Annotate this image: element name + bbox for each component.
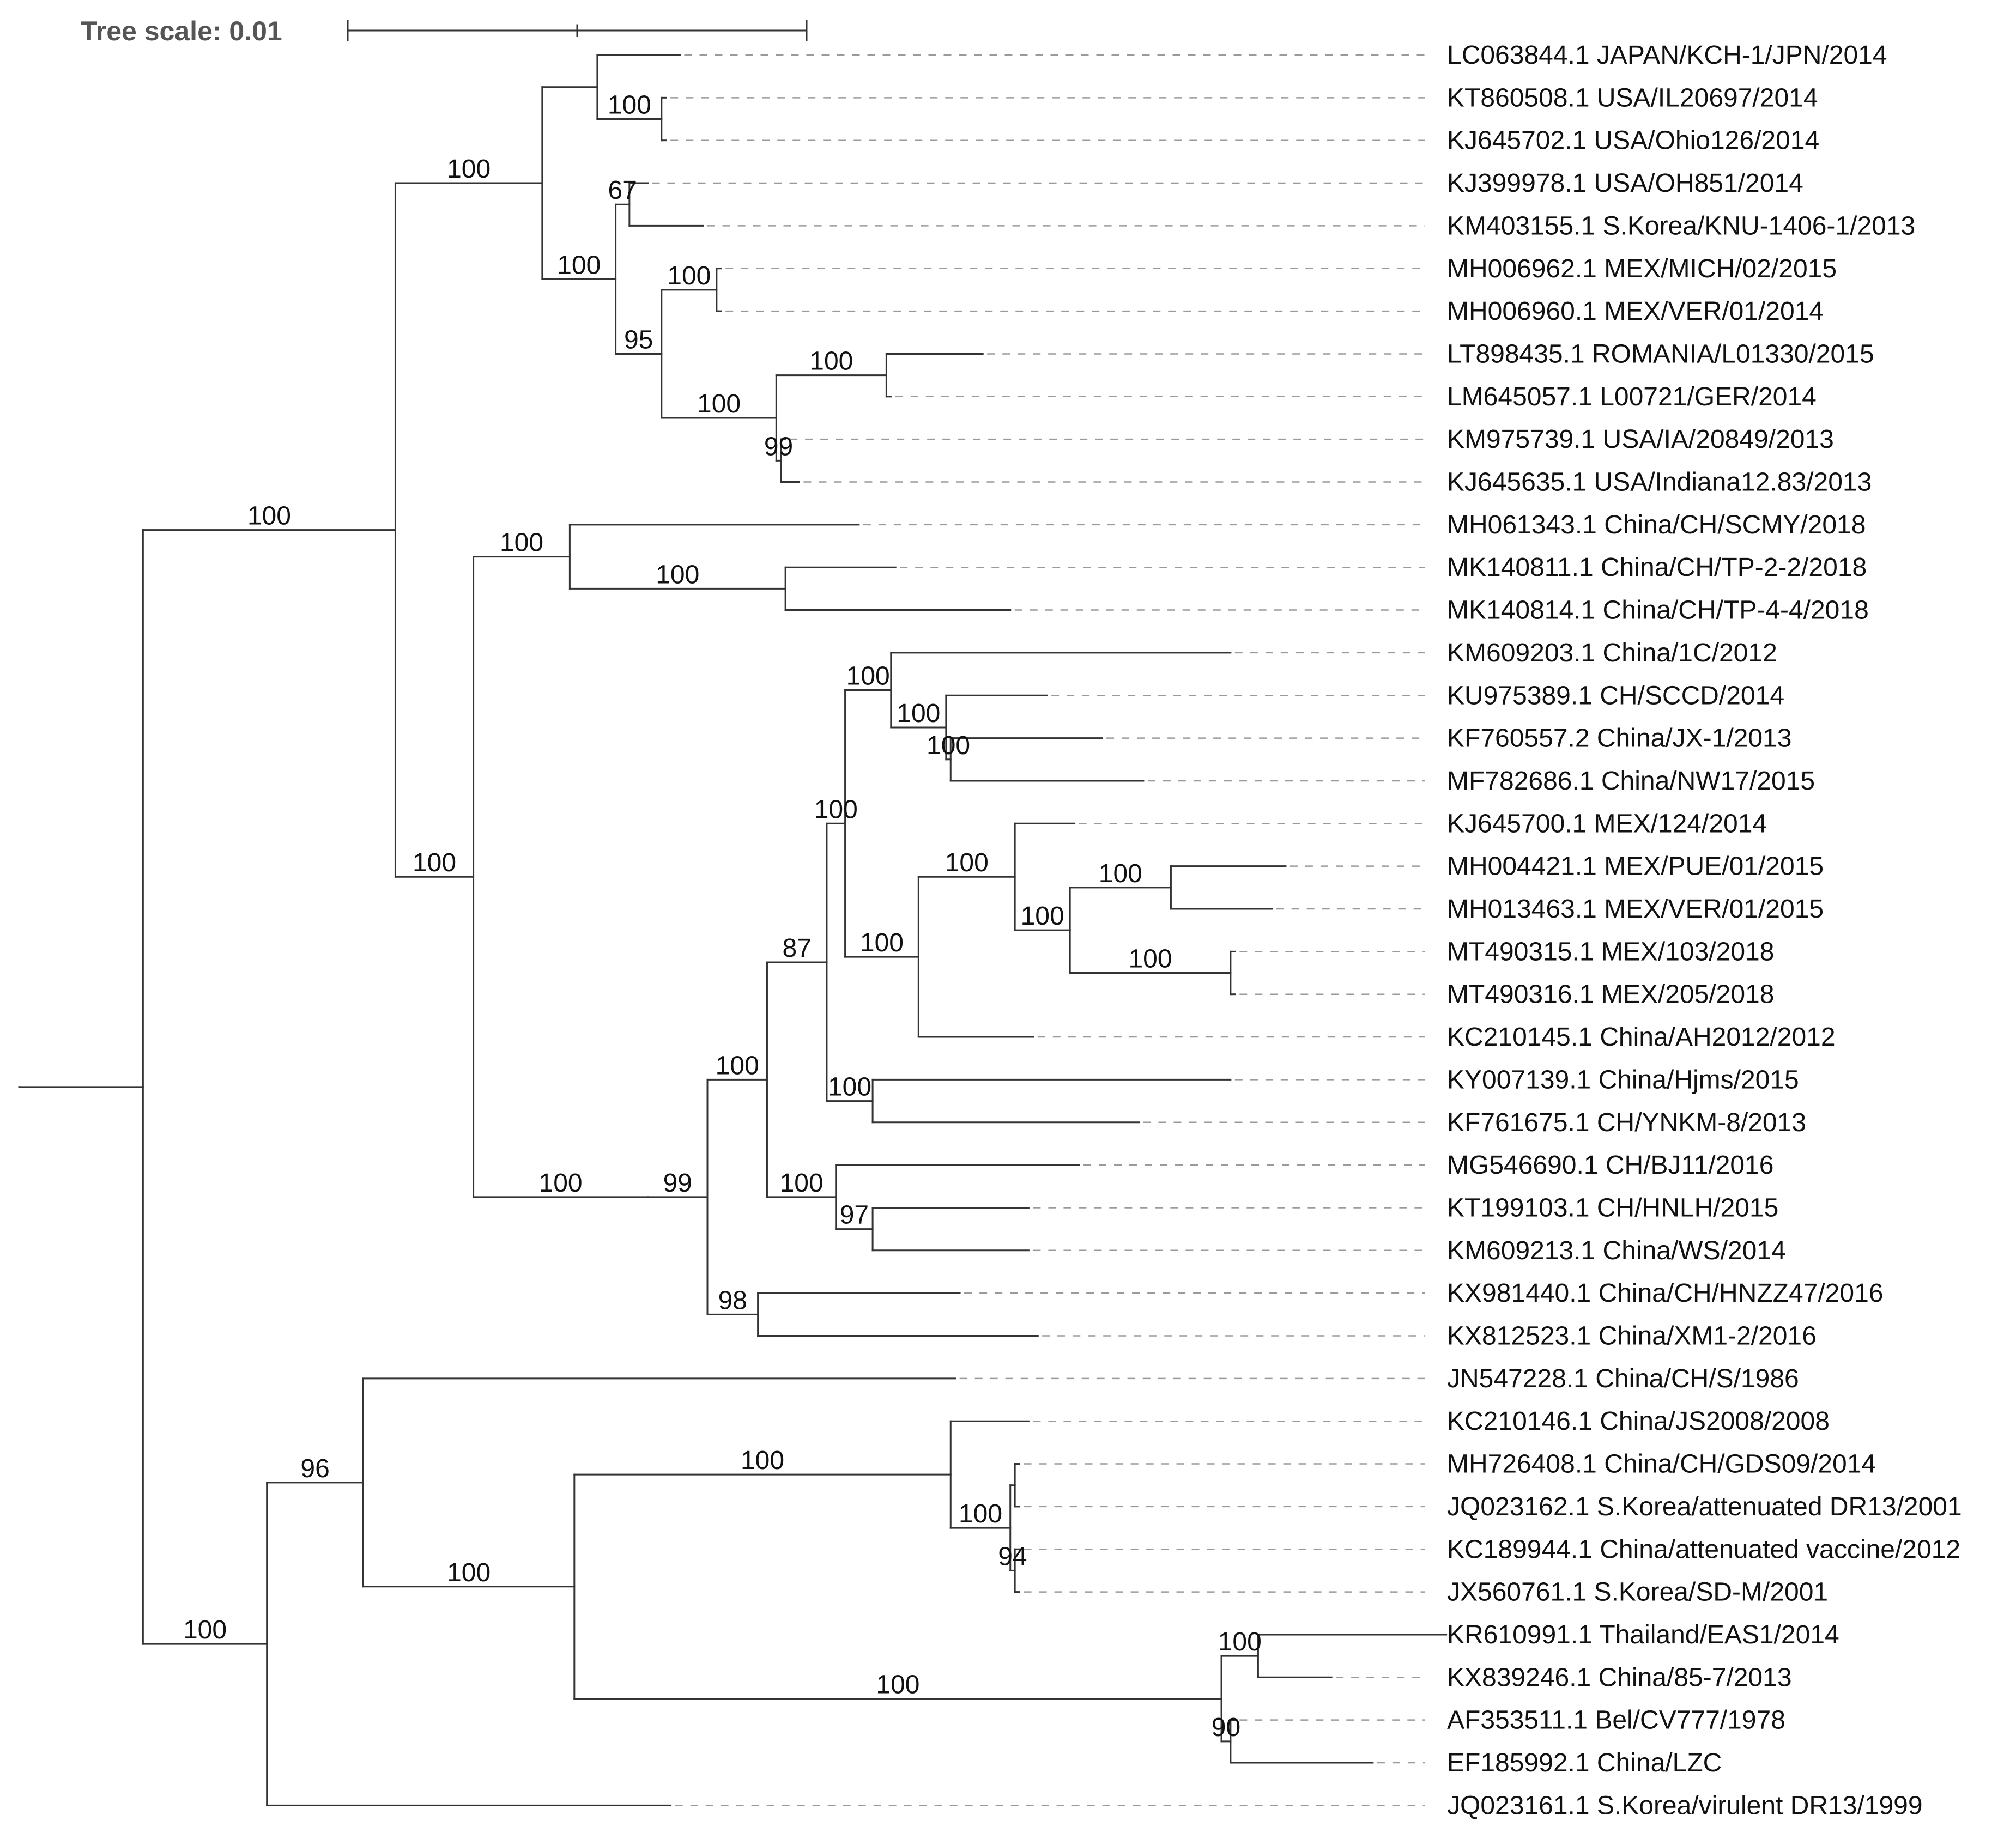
leaf-label: KC210145.1 China/AH2012/2012 <box>1447 1023 1836 1052</box>
leaf-label: KT860508.1 USA/IL20697/2014 <box>1447 83 1818 112</box>
bootstrap-value: 100 <box>656 560 699 589</box>
bootstrap-value: 100 <box>447 1558 491 1587</box>
tree-scale-bar: Tree scale: 0.01 <box>81 16 808 46</box>
leaf-label: LT898435.1 ROMANIA/L01330/2015 <box>1447 339 1874 368</box>
bootstrap-value: 67 <box>608 176 637 205</box>
leaf-label: MH061343.1 China/CH/SCMY/2018 <box>1447 511 1866 539</box>
leaf-label: MH006962.1 MEX/MICH/02/2015 <box>1447 254 1837 283</box>
leaf-label: KC189944.1 China/attenuated vaccine/2012 <box>1447 1535 1960 1564</box>
leaf-label: KF760557.2 China/JX-1/2013 <box>1447 724 1791 753</box>
bootstrap-value: 100 <box>500 529 543 557</box>
leaf-label: MF782686.1 China/NW17/2015 <box>1447 767 1815 796</box>
leaf-label: MT490315.1 MEX/103/2018 <box>1447 937 1774 966</box>
bootstrap-labels: 100 100 100 100 67 95 100 100 100 99 100 100 100 100 9… <box>183 91 1262 1742</box>
leaf-label: KM403155.1 S.Korea/KNU-1406-1/2013 <box>1447 211 1915 240</box>
bootstrap-value: 100 <box>539 1169 583 1198</box>
leaf-label: KJ645702.1 USA/Ohio126/2014 <box>1447 126 1819 155</box>
bootstrap-value: 100 <box>959 1500 1002 1528</box>
bootstrap-value: 99 <box>663 1169 692 1198</box>
bootstrap-value: 95 <box>624 325 653 354</box>
leaf-label: KM609213.1 China/WS/2014 <box>1447 1236 1786 1265</box>
leaf-label: JN547228.1 China/CH/S/1986 <box>1447 1364 1799 1393</box>
leaf-label: KT199103.1 CH/HNLH/2015 <box>1447 1193 1778 1222</box>
leaf-label: EF185992.1 China/LZC <box>1447 1749 1722 1777</box>
bootstrap-value: 100 <box>814 795 858 824</box>
leaf-label: MK140814.1 China/CH/TP-4-4/2018 <box>1447 596 1869 625</box>
leaf-label: KY007139.1 China/Hjms/2015 <box>1447 1065 1799 1094</box>
leaf-label: MK140811.1 China/CH/TP-2-2/2018 <box>1447 553 1867 582</box>
leaf-label: AF353511.1 Bel/CV777/1978 <box>1447 1706 1785 1735</box>
leaf-label: KJ645635.1 USA/Indiana12.83/2013 <box>1447 468 1872 497</box>
bootstrap-value: 98 <box>718 1286 747 1315</box>
bootstrap-value: 100 <box>876 1670 919 1699</box>
bootstrap-value: 100 <box>809 347 853 376</box>
bootstrap-value: 90 <box>1212 1713 1240 1742</box>
bootstrap-value: 100 <box>897 699 940 728</box>
bootstrap-value: 100 <box>447 155 491 184</box>
leaf-label: KM609203.1 China/1C/2012 <box>1447 639 1777 667</box>
leaf-label: KX981440.1 China/CH/HNZZ47/2016 <box>1447 1279 1883 1308</box>
bootstrap-value: 100 <box>1128 945 1172 974</box>
bootstrap-value: 100 <box>608 91 651 120</box>
bootstrap-value: 100 <box>927 731 970 760</box>
bootstrap-value: 100 <box>1218 1628 1262 1656</box>
bootstrap-value: 100 <box>1021 902 1064 931</box>
leaf-guide-lines <box>652 54 1425 1806</box>
leaf-label: MG546690.1 CH/BJ11/2016 <box>1447 1151 1773 1180</box>
bootstrap-value: 100 <box>860 928 904 957</box>
leaf-label: KM975739.1 USA/IA/20849/2013 <box>1447 425 1834 454</box>
leaf-label: KC210146.1 China/JS2008/2008 <box>1447 1407 1830 1436</box>
bootstrap-value: 100 <box>557 251 601 280</box>
leaf-label: JQ023162.1 S.Korea/attenuated DR13/2001 <box>1447 1492 1962 1521</box>
bootstrap-value: 97 <box>840 1201 869 1230</box>
leaf-labels: LC063844.1 JAPAN/KCH-1/JPN/2014 KT860508.… <box>1447 41 1962 1820</box>
bootstrap-value: 100 <box>780 1169 824 1198</box>
leaf-label: KX839246.1 China/85-7/2013 <box>1447 1663 1792 1692</box>
leaf-label: KF761675.1 CH/YNKM-8/2013 <box>1447 1108 1806 1137</box>
leaf-label: MH726408.1 China/CH/GDS09/2014 <box>1447 1450 1876 1479</box>
bootstrap-value: 87 <box>782 934 811 963</box>
bootstrap-value: 99 <box>764 432 793 461</box>
bootstrap-value: 100 <box>945 848 989 877</box>
bootstrap-value: 94 <box>998 1542 1027 1571</box>
tree-branches <box>18 54 1448 1806</box>
leaf-label: LM645057.1 L00721/GER/2014 <box>1447 383 1817 411</box>
bootstrap-value: 100 <box>667 262 711 290</box>
bootstrap-value: 100 <box>1099 859 1142 888</box>
bootstrap-value: 100 <box>741 1446 784 1475</box>
bootstrap-value: 100 <box>828 1073 871 1102</box>
leaf-label: JQ023161.1 S.Korea/virulent DR13/1999 <box>1447 1791 1923 1820</box>
bootstrap-value: 100 <box>846 661 890 690</box>
leaf-label: MT490316.1 MEX/205/2018 <box>1447 980 1774 1009</box>
leaf-label: KX812523.1 China/XM1-2/2016 <box>1447 1322 1817 1351</box>
leaf-label: KJ645700.1 MEX/124/2014 <box>1447 809 1767 838</box>
leaf-label: KU975389.1 CH/SCCD/2014 <box>1447 681 1784 710</box>
leaf-label: JX560761.1 S.Korea/SD-M/2001 <box>1447 1578 1828 1607</box>
leaf-label: MH006960.1 MEX/VER/01/2014 <box>1447 297 1824 326</box>
bootstrap-value: 100 <box>716 1051 759 1080</box>
tree-scale-label: Tree scale: 0.01 <box>81 16 282 46</box>
leaf-label: KR610991.1 Thailand/EAS1/2014 <box>1447 1620 1839 1649</box>
bootstrap-value: 100 <box>413 848 456 877</box>
bootstrap-value: 100 <box>247 502 291 531</box>
bootstrap-value: 100 <box>183 1616 227 1644</box>
bootstrap-value: 100 <box>697 390 741 418</box>
leaf-label: KJ399978.1 USA/OH851/2014 <box>1447 169 1803 198</box>
leaf-label: LC063844.1 JAPAN/KCH-1/JPN/2014 <box>1447 41 1887 70</box>
leaf-label: MH013463.1 MEX/VER/01/2015 <box>1447 895 1824 924</box>
bootstrap-value: 96 <box>300 1454 329 1483</box>
leaf-label: MH004421.1 MEX/PUE/01/2015 <box>1447 852 1824 881</box>
